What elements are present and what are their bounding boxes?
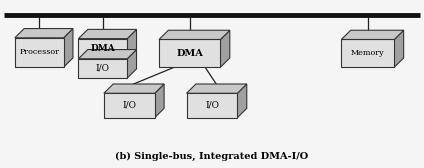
Polygon shape bbox=[127, 29, 137, 58]
Text: Processor: Processor bbox=[19, 49, 59, 56]
Bar bbox=[15, 38, 64, 67]
Polygon shape bbox=[159, 30, 230, 39]
Polygon shape bbox=[394, 30, 404, 67]
Text: DMA: DMA bbox=[176, 49, 203, 58]
Bar bbox=[159, 39, 220, 67]
Text: I/O: I/O bbox=[122, 101, 137, 110]
Polygon shape bbox=[187, 84, 247, 93]
Bar bbox=[78, 59, 127, 78]
Text: DMA: DMA bbox=[90, 44, 115, 53]
Bar bbox=[341, 39, 394, 67]
Polygon shape bbox=[64, 29, 73, 67]
Text: I/O: I/O bbox=[205, 101, 219, 110]
Text: I/O: I/O bbox=[96, 64, 110, 73]
Polygon shape bbox=[155, 84, 164, 118]
Text: Memory: Memory bbox=[351, 49, 385, 57]
Polygon shape bbox=[127, 50, 137, 78]
Bar bbox=[187, 93, 237, 118]
Text: (b) Single-bus, Integrated DMA-I/O: (b) Single-bus, Integrated DMA-I/O bbox=[115, 152, 309, 161]
Polygon shape bbox=[237, 84, 247, 118]
Polygon shape bbox=[341, 30, 404, 39]
Polygon shape bbox=[78, 50, 137, 59]
Bar bbox=[78, 39, 127, 58]
Polygon shape bbox=[15, 29, 73, 38]
Polygon shape bbox=[104, 84, 164, 93]
Polygon shape bbox=[78, 29, 137, 39]
Polygon shape bbox=[220, 30, 230, 67]
Bar bbox=[104, 93, 155, 118]
